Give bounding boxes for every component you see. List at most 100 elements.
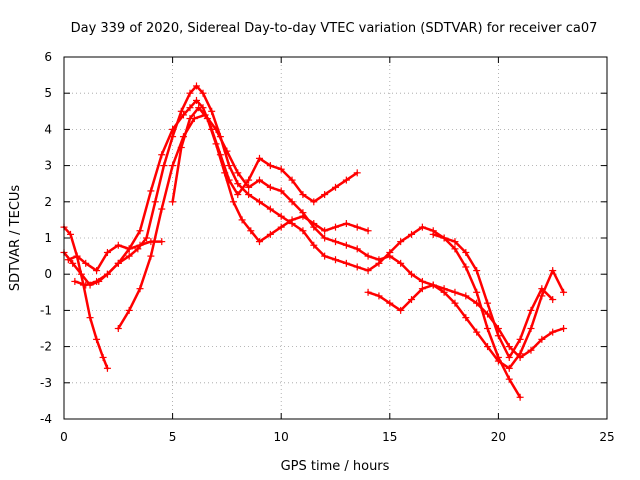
y-tick-label: 5 [44,86,52,100]
data-point [234,180,242,188]
data-point [245,183,253,191]
data-point [288,176,296,184]
series-line [67,240,163,272]
y-tick-label: 0 [44,267,52,281]
data-point [408,296,416,304]
data-point [332,183,339,191]
data-point [494,357,502,365]
data-point [505,353,513,361]
data-point [93,267,101,275]
data-point [255,176,263,184]
data-point [160,162,168,170]
data-point [538,285,546,293]
data-point [195,104,203,112]
data-point [451,238,459,246]
data-point [310,198,318,206]
data-point [353,263,361,271]
data-point [494,332,502,340]
data-point [158,205,166,213]
data-point [342,259,350,267]
data-point [151,198,159,206]
data-point [177,144,185,151]
data-point [397,238,405,246]
data-point [364,252,372,260]
data-point [560,288,568,296]
data-point [375,292,383,300]
data-point [299,212,307,220]
data-point [86,314,94,322]
data-point [288,198,296,206]
data-point [245,191,253,199]
data-point [538,335,546,343]
data-point [516,350,524,358]
data-point [67,230,75,238]
data-point [169,198,177,206]
data-point [527,306,535,314]
data-point [418,223,426,231]
data-point [462,314,470,322]
data-point [114,325,122,332]
data-point [93,335,101,343]
data-point [516,335,524,343]
data-point [549,296,557,304]
data-point [484,299,492,307]
data-point [375,256,383,264]
data-point [451,245,459,253]
data-point [364,288,372,296]
data-point [125,245,133,253]
data-point [408,230,416,238]
data-point [99,353,107,361]
chart-title: Day 339 of 2020, Sidereal Day-to-day VTE… [71,21,598,36]
data-point [397,306,405,314]
data-point [299,191,307,199]
data-point [484,343,492,351]
data-point [516,393,524,401]
data-point [473,288,481,296]
x-tick-label: 10 [274,430,289,444]
data-point [266,205,274,213]
data-point [192,96,200,104]
x-tick-label: 5 [169,430,177,444]
data-point [158,151,166,159]
data-point [255,238,263,246]
data-point [277,187,285,195]
data-point [73,252,81,260]
data-point [549,267,557,275]
data-point [247,227,255,235]
data-point [418,285,426,293]
data-point [364,227,372,235]
data-point [199,89,207,97]
x-tick-label: 20 [491,430,506,444]
data-point [451,299,459,307]
data-point [429,281,437,289]
data-point [342,176,350,184]
y-tick-label: 1 [44,231,52,245]
data-point [186,104,194,112]
data-point [186,115,194,123]
data-point [77,270,85,278]
data-point [82,259,90,267]
data-point [114,241,122,249]
y-tick-label: 3 [44,159,52,173]
data-point [527,346,535,354]
data-point [440,288,448,296]
data-point [505,375,513,383]
data-point [473,328,481,336]
data-point [484,325,492,332]
data-point [429,230,437,238]
data-point [386,252,394,260]
data-point [125,306,133,314]
y-tick-label: -1 [40,303,52,317]
series-line [62,225,109,370]
y-tick-label: 2 [44,195,52,209]
data-point [451,288,459,296]
data-point [221,169,229,177]
data-point [186,89,194,97]
data-point [169,162,177,170]
series-line [117,113,565,359]
data-point [332,256,339,264]
data-point [505,343,513,351]
x-axis-label: GPS time / hours [281,459,390,474]
data-point [223,147,231,155]
